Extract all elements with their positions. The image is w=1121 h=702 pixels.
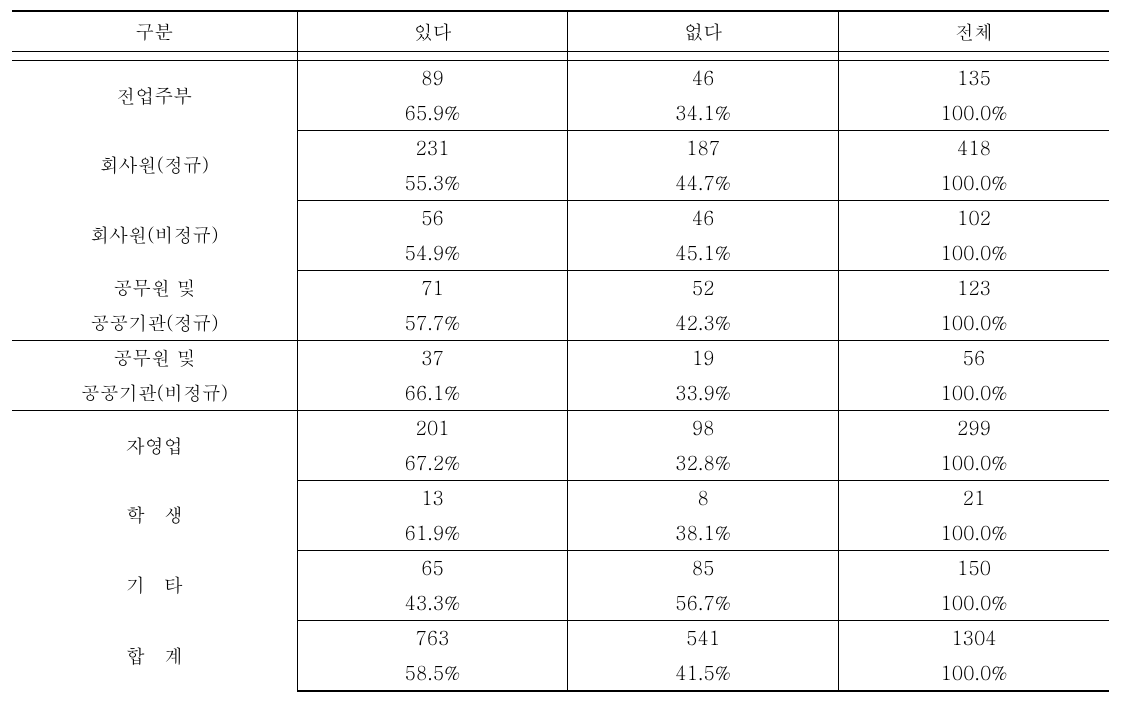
cell-yes-n: 13 xyxy=(297,481,568,516)
col-header-yes: 있다 xyxy=(297,11,568,52)
cell-tot-n: 21 xyxy=(838,481,1109,516)
cell-no-n: 85 xyxy=(568,551,839,586)
cell-yes-p: 66.1% xyxy=(297,376,568,411)
table-row: 공무원 및 71 52 123 xyxy=(12,271,1109,306)
row-label-line2: 공공기관(정규) xyxy=(12,306,297,341)
cell-tot-n: 123 xyxy=(838,271,1109,306)
cell-yes-n: 56 xyxy=(297,201,568,236)
cell-tot-n: 418 xyxy=(838,131,1109,166)
cell-yes-n: 89 xyxy=(297,61,568,96)
row-label: 회사원(정규) xyxy=(12,131,297,201)
cell-yes-p: 54.9% xyxy=(297,236,568,271)
cell-tot-n: 135 xyxy=(838,61,1109,96)
cell-no-p: 42.3% xyxy=(568,306,839,341)
table-header-row: 구분 있다 없다 전체 xyxy=(12,11,1109,52)
cell-no-p: 33.9% xyxy=(568,376,839,411)
cell-tot-p: 100.0% xyxy=(838,446,1109,481)
cell-yes-n: 65 xyxy=(297,551,568,586)
row-label: 합 계 xyxy=(12,621,297,692)
table-row: 회사원(정규) 231 187 418 xyxy=(12,131,1109,166)
cell-no-p: 34.1% xyxy=(568,96,839,131)
cell-no-p: 45.1% xyxy=(568,236,839,271)
cell-tot-n: 102 xyxy=(838,201,1109,236)
cell-yes-p: 58.5% xyxy=(297,656,568,692)
cell-tot-n: 1304 xyxy=(838,621,1109,656)
cell-no-n: 52 xyxy=(568,271,839,306)
table-row: 자영업 201 98 299 xyxy=(12,411,1109,446)
col-header-no: 없다 xyxy=(568,11,839,52)
col-header-category: 구분 xyxy=(12,11,297,52)
table-row: 학 생 13 8 21 xyxy=(12,481,1109,516)
row-label: 기 타 xyxy=(12,551,297,621)
col-header-total: 전체 xyxy=(838,11,1109,52)
cell-no-n: 46 xyxy=(568,201,839,236)
cell-tot-n: 56 xyxy=(838,341,1109,376)
cell-no-n: 187 xyxy=(568,131,839,166)
row-label: 학 생 xyxy=(12,481,297,551)
cell-yes-p: 43.3% xyxy=(297,586,568,621)
cell-yes-n: 71 xyxy=(297,271,568,306)
table-row: 기 타 65 85 150 xyxy=(12,551,1109,586)
cell-tot-p: 100.0% xyxy=(838,586,1109,621)
cell-tot-p: 100.0% xyxy=(838,376,1109,411)
cell-yes-n: 201 xyxy=(297,411,568,446)
row-label-line1: 공무원 및 xyxy=(12,341,297,376)
cell-yes-p: 55.3% xyxy=(297,166,568,201)
row-label: 자영업 xyxy=(12,411,297,481)
data-table: 구분 있다 없다 전체 전업주부 89 46 135 65.9% 34.1% 1… xyxy=(12,10,1109,692)
cell-no-p: 38.1% xyxy=(568,516,839,551)
cell-yes-n: 231 xyxy=(297,131,568,166)
row-label-line2: 공공기관(비정규) xyxy=(12,376,297,411)
cell-no-n: 8 xyxy=(568,481,839,516)
cell-no-n: 19 xyxy=(568,341,839,376)
cell-tot-p: 100.0% xyxy=(838,516,1109,551)
cell-tot-n: 299 xyxy=(838,411,1109,446)
table-row: 회사원(비정규) 56 46 102 xyxy=(12,201,1109,236)
cell-no-n: 98 xyxy=(568,411,839,446)
table-row: 합 계 763 541 1304 xyxy=(12,621,1109,656)
cell-yes-p: 65.9% xyxy=(297,96,568,131)
table-row: 공공기관(비정규) 66.1% 33.9% 100.0% xyxy=(12,376,1109,411)
cell-no-n: 541 xyxy=(568,621,839,656)
row-label: 회사원(비정규) xyxy=(12,201,297,271)
table-row: 공공기관(정규) 57.7% 42.3% 100.0% xyxy=(12,306,1109,341)
cell-tot-p: 100.0% xyxy=(838,306,1109,341)
cell-no-n: 46 xyxy=(568,61,839,96)
cell-yes-n: 37 xyxy=(297,341,568,376)
cell-yes-p: 57.7% xyxy=(297,306,568,341)
cell-yes-p: 67.2% xyxy=(297,446,568,481)
row-label: 전업주부 xyxy=(12,61,297,131)
cell-tot-p: 100.0% xyxy=(838,96,1109,131)
cell-tot-p: 100.0% xyxy=(838,656,1109,692)
cell-yes-n: 763 xyxy=(297,621,568,656)
cell-tot-p: 100.0% xyxy=(838,166,1109,201)
row-label-line1: 공무원 및 xyxy=(12,271,297,306)
table-header-underline xyxy=(12,52,1109,61)
cell-yes-p: 61.9% xyxy=(297,516,568,551)
cell-no-p: 44.7% xyxy=(568,166,839,201)
cell-tot-n: 150 xyxy=(838,551,1109,586)
cell-tot-p: 100.0% xyxy=(838,236,1109,271)
cell-no-p: 56.7% xyxy=(568,586,839,621)
cell-no-p: 41.5% xyxy=(568,656,839,692)
table-row: 공무원 및 37 19 56 xyxy=(12,341,1109,376)
cell-no-p: 32.8% xyxy=(568,446,839,481)
table-row: 전업주부 89 46 135 xyxy=(12,61,1109,96)
